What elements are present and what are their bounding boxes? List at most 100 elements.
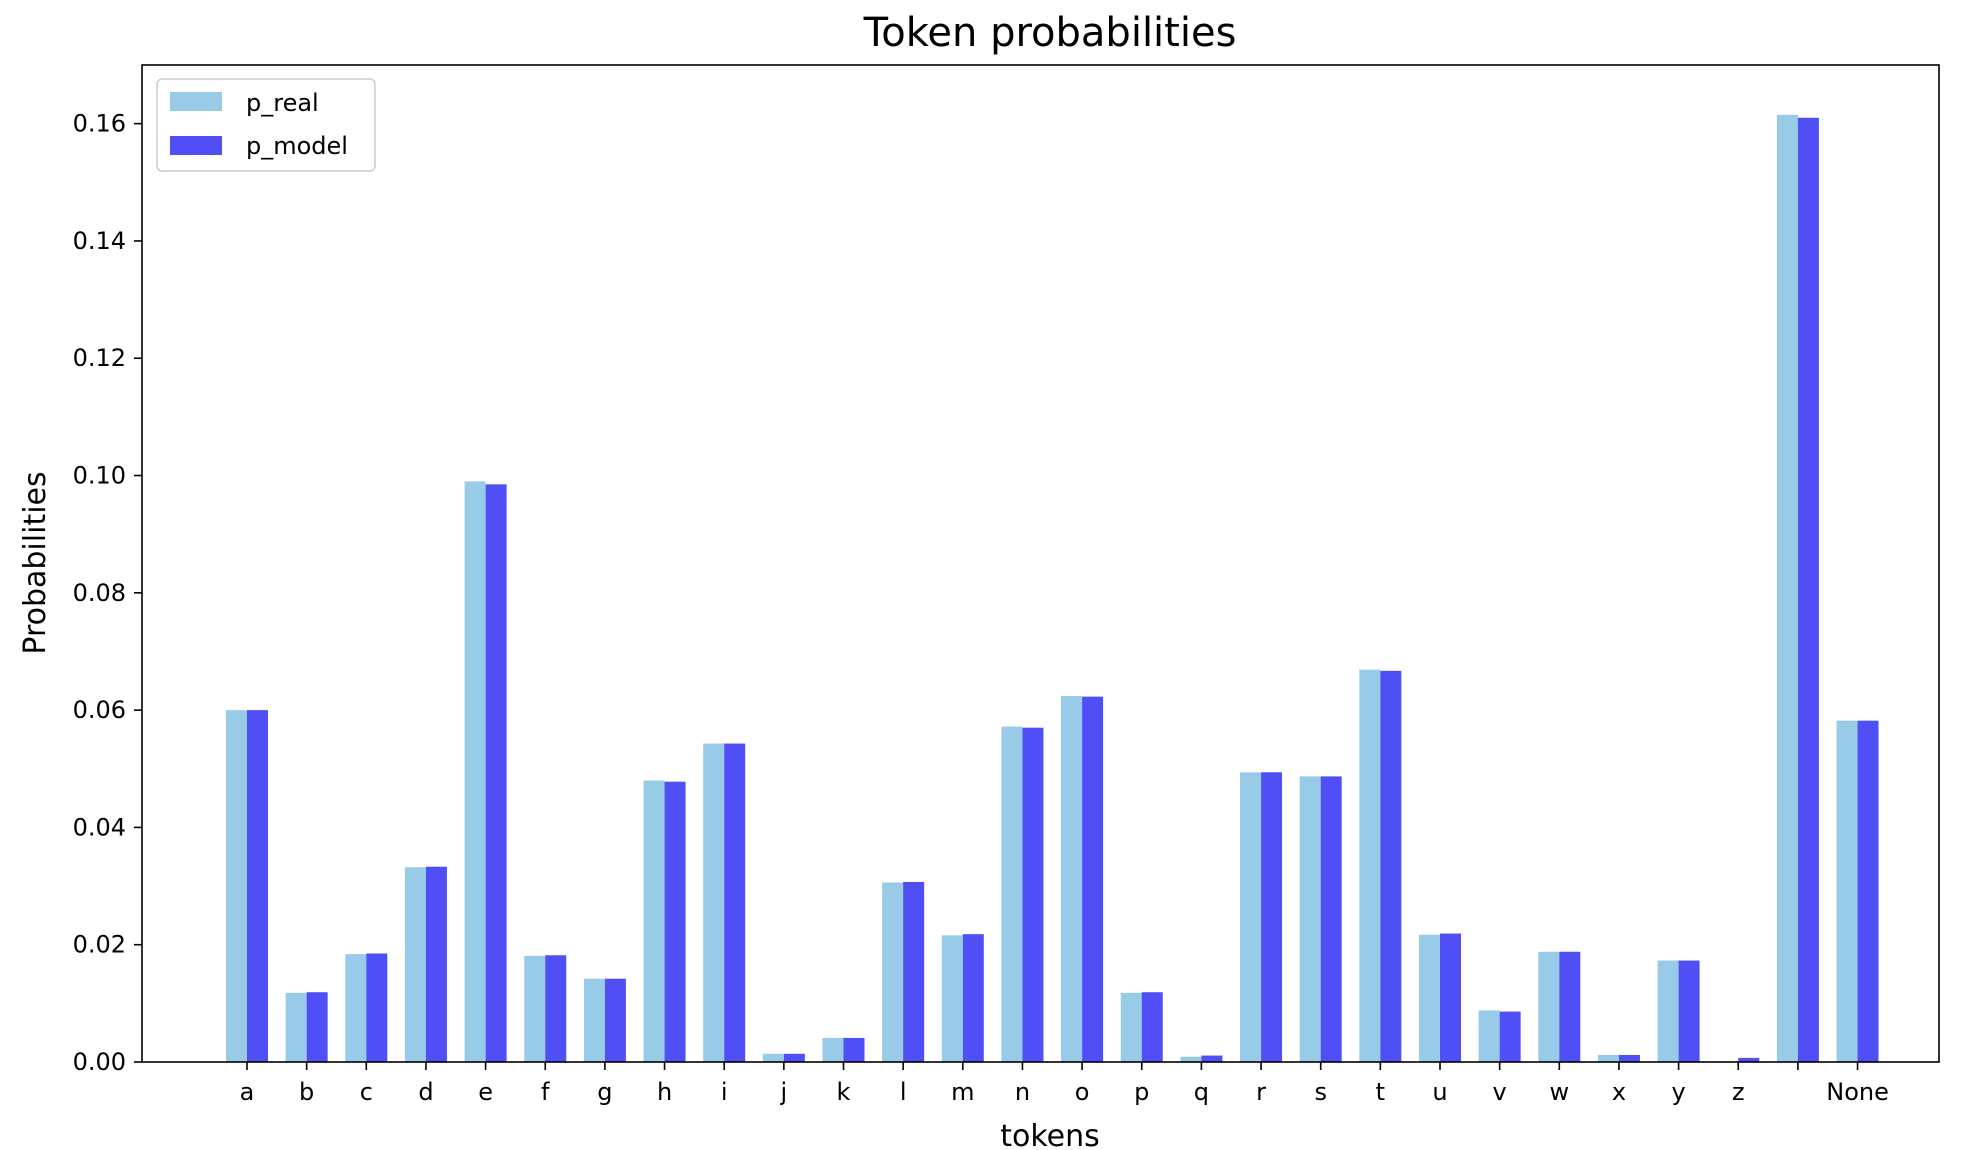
bar-p-real-h xyxy=(643,780,665,1062)
bar-p-model-y xyxy=(1678,960,1700,1062)
y-tick-label: 0.12 xyxy=(73,344,126,372)
bar-p-model-t xyxy=(1380,670,1402,1062)
x-tick-label: None xyxy=(1826,1078,1889,1106)
bar-p-model-i xyxy=(724,743,746,1062)
x-tick-label: h xyxy=(657,1078,672,1106)
bar-p-real-p xyxy=(1120,992,1142,1062)
x-tick-label: z xyxy=(1732,1078,1745,1106)
bar-p-real-c xyxy=(345,954,367,1062)
x-tick-label: y xyxy=(1671,1078,1685,1106)
legend-label-p-model: p_model xyxy=(246,132,348,160)
legend: p_real p_model xyxy=(156,78,376,172)
bar-p-real-space xyxy=(1776,114,1798,1063)
bar-p-real-y xyxy=(1657,960,1679,1062)
x-tick-label: r xyxy=(1256,1078,1266,1106)
x-tick-label: d xyxy=(418,1078,433,1106)
y-tick-label: 0.06 xyxy=(73,696,126,724)
bar-p-real-d xyxy=(404,867,426,1062)
bar-p-model-f xyxy=(545,955,567,1062)
bar-p-model-d xyxy=(425,866,447,1062)
y-tick-label: 0.08 xyxy=(73,579,126,607)
bar-p-model-g xyxy=(604,978,626,1062)
bar-p-model-e xyxy=(485,484,507,1063)
x-tick-label: f xyxy=(541,1078,550,1106)
y-tick-label: 0.10 xyxy=(73,462,126,490)
bar-p-real-u xyxy=(1419,934,1440,1062)
x-tick-label: c xyxy=(360,1078,373,1106)
bar-p-model-space xyxy=(1797,117,1819,1062)
x-tick-label: v xyxy=(1493,1078,1507,1106)
x-tick-label: t xyxy=(1376,1078,1385,1106)
bar-p-model-s xyxy=(1320,776,1342,1062)
bar-p-model-a xyxy=(247,710,268,1062)
bar-p-real-none xyxy=(1836,720,1858,1062)
bar-p-real-m xyxy=(941,935,963,1062)
bar-p-model-v xyxy=(1499,1011,1521,1062)
x-axis-title: tokens xyxy=(1000,1119,1100,1150)
x-tick-label: e xyxy=(478,1078,493,1106)
y-tick-label: 0.02 xyxy=(73,931,126,959)
bar-p-model-b xyxy=(306,992,328,1062)
bar-p-real-e xyxy=(464,481,486,1062)
x-tick-label: l xyxy=(900,1078,907,1106)
x-tick-label: m xyxy=(951,1078,974,1106)
bar-p-model-r xyxy=(1261,772,1283,1062)
bar-p-real-w xyxy=(1538,951,1560,1062)
bar-p-model-j xyxy=(783,1053,805,1062)
x-tick-label: u xyxy=(1432,1078,1447,1106)
bar-p-model-o xyxy=(1082,696,1104,1062)
bar-p-real-f xyxy=(524,955,546,1062)
bar-p-model-none xyxy=(1857,720,1879,1062)
x-tick-label: q xyxy=(1194,1078,1209,1106)
x-tick-label: a xyxy=(240,1078,255,1106)
bar-p-real-q xyxy=(1180,1056,1202,1062)
y-tick-label: 0.00 xyxy=(73,1048,126,1076)
bar-p-model-u xyxy=(1440,933,1461,1062)
x-tick-label: n xyxy=(1015,1078,1030,1106)
bar-p-model-l xyxy=(903,881,925,1062)
x-tick-label: b xyxy=(299,1078,314,1106)
bar-p-model-n xyxy=(1022,727,1044,1062)
bar-p-model-h xyxy=(664,781,686,1062)
x-tick-label: s xyxy=(1314,1078,1327,1106)
bar-p-real-i xyxy=(703,743,725,1062)
bar-p-model-z xyxy=(1738,1057,1760,1062)
x-tick-label: w xyxy=(1549,1078,1569,1106)
x-tick-label: j xyxy=(780,1078,788,1106)
x-tick-label: x xyxy=(1612,1078,1626,1106)
bar-p-model-x xyxy=(1618,1054,1640,1062)
bar-p-real-n xyxy=(1001,726,1023,1062)
bar-p-real-s xyxy=(1299,776,1321,1062)
chart-title: Token probabilities xyxy=(863,10,1237,56)
x-tick-label: o xyxy=(1075,1078,1090,1106)
plot-frame xyxy=(141,64,1940,1063)
bar-p-real-a xyxy=(226,710,247,1062)
bars-group xyxy=(226,114,1879,1063)
bar-p-real-g xyxy=(583,978,605,1062)
bar-p-model-m xyxy=(962,934,984,1062)
legend-swatch-p-real xyxy=(170,92,222,111)
y-axis-title: Probabilities xyxy=(18,471,53,654)
legend-label-p-real: p_real xyxy=(246,89,319,117)
y-tick-label: 0.16 xyxy=(73,110,126,138)
bar-p-real-x xyxy=(1597,1054,1619,1062)
x-tick-label: g xyxy=(597,1078,612,1106)
bar-p-real-v xyxy=(1478,1010,1500,1062)
bar-p-real-t xyxy=(1359,669,1381,1062)
bar-p-model-w xyxy=(1559,951,1581,1062)
x-tick-label: k xyxy=(837,1078,851,1106)
x-tick-label: p xyxy=(1134,1078,1149,1106)
bar-p-model-k xyxy=(843,1037,865,1062)
bar-p-real-r xyxy=(1240,772,1262,1062)
y-axis-ticks: 0.00 0.02 0.04 0.06 0.08 0.10 0.12 0.14 0.16 xyxy=(73,110,142,1076)
bar-p-model-p xyxy=(1141,992,1163,1062)
y-tick-label: 0.04 xyxy=(73,813,126,841)
x-tick-label: i xyxy=(721,1078,728,1106)
bar-p-real-k xyxy=(822,1037,844,1062)
bar-p-real-o xyxy=(1061,696,1083,1062)
bar-p-real-l xyxy=(882,882,904,1062)
x-axis-ticks: a b c d e f g h i j k l m n o p q r s t u v w x y z None xyxy=(240,1062,1889,1106)
legend-swatch-p-model xyxy=(170,136,222,155)
bar-p-model-c xyxy=(366,953,388,1062)
